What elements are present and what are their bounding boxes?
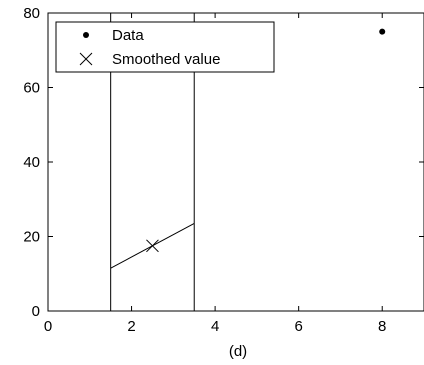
x-tick-label: 2 (127, 318, 135, 335)
y-tick-label: 40 (23, 154, 40, 171)
data-point (379, 28, 386, 35)
legend-marker-smoothed (79, 52, 93, 66)
y-tick-label: 80 (23, 5, 40, 22)
legend: Data Smoothed value (55, 21, 275, 73)
x-tick-label: 6 (294, 318, 302, 335)
x-tick-label: 0 (44, 318, 52, 335)
legend-label-smoothed: Smoothed value (112, 51, 220, 68)
x-tick-label: 4 (211, 318, 219, 335)
x-axis-label: (d) (229, 343, 247, 360)
legend-box (55, 21, 275, 73)
y-tick-label: 20 (23, 229, 40, 246)
legend-marker-data (83, 32, 89, 38)
y-tick-label: 0 (32, 303, 40, 320)
legend-label-data: Data (112, 27, 144, 44)
smoothed-value-point (146, 239, 159, 253)
x-tick-label: 8 (378, 318, 386, 335)
y-tick-label: 60 (23, 80, 40, 97)
